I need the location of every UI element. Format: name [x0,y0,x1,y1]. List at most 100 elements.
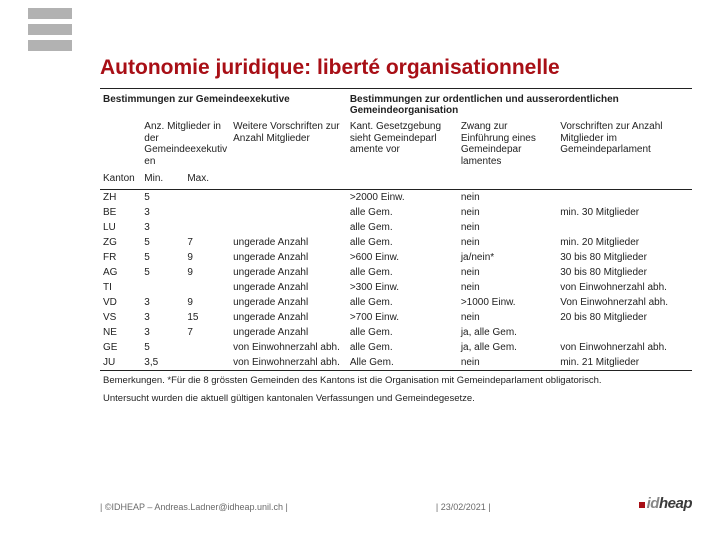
group-header-left: Bestimmungen zur Gemeindeexekutive [100,89,347,120]
cell-g: alle Gem. [347,325,458,340]
cell-w: ungerade Anzahl [230,280,347,295]
cell-z: nein [458,205,557,220]
cell-g: >2000 Einw. [347,189,458,205]
cell-max: 9 [184,295,230,310]
cell-max: 9 [184,250,230,265]
cell-max [184,189,230,205]
cell-g: >600 Einw. [347,250,458,265]
cell-z: nein [458,235,557,250]
cell-k: BE [100,205,141,220]
cell-max: 7 [184,325,230,340]
table-row: FR59ungerade Anzahl>600 Einw.ja/nein*30 … [100,250,692,265]
cell-z: nein [458,310,557,325]
cell-v: 30 bis 80 Mitglieder [557,265,692,280]
cell-max: 15 [184,310,230,325]
table-row: GE5von Einwohnerzahl abh.alle Gem.ja, al… [100,340,692,355]
cell-k: NE [100,325,141,340]
table-row: NE37ungerade Anzahlalle Gem.ja, alle Gem… [100,325,692,340]
cell-k: ZG [100,235,141,250]
cell-w: ungerade Anzahl [230,235,347,250]
cell-v: 20 bis 80 Mitglieder [557,310,692,325]
logo-id: id [647,495,659,512]
cell-w: ungerade Anzahl [230,325,347,340]
cell-z: ja/nein* [458,250,557,265]
cell-min: 3 [141,310,184,325]
cell-min: 3 [141,220,184,235]
cell-z: nein [458,189,557,205]
cell-max [184,340,230,355]
cell-max [184,220,230,235]
cell-g: Alle Gem. [347,355,458,371]
idheap-logo: idheap [639,495,692,512]
table-row: ZH5>2000 Einw.nein [100,189,692,205]
cell-w [230,220,347,235]
cell-v: min. 21 Mitglieder [557,355,692,371]
cell-k: VD [100,295,141,310]
cell-g: alle Gem. [347,220,458,235]
cell-v: 30 bis 80 Mitglieder [557,250,692,265]
canton-table: Bestimmungen zur Gemeindeexekutive Besti… [100,88,692,407]
table-row: BE3 alle Gem.neinmin. 30 Mitglieder [100,205,692,220]
cell-z: nein [458,220,557,235]
cell-w [230,189,347,205]
cell-g: >300 Einw. [347,280,458,295]
cell-k: ZH [100,189,141,205]
cell-g: alle Gem. [347,340,458,355]
col-weitere: Weitere Vorschriften zur Anzahl Mitglied… [230,119,347,189]
cell-min: 5 [141,235,184,250]
cell-min: 5 [141,250,184,265]
cell-max [184,205,230,220]
table-row: JU3,5von Einwohnerzahl abh.Alle Gem.nein… [100,355,692,371]
cell-g: alle Gem. [347,265,458,280]
cell-z: ja, alle Gem. [458,325,557,340]
cell-min: 3 [141,325,184,340]
table-row: VS315ungerade Anzahl>700 Einw.nein20 bis… [100,310,692,325]
col-members: Anz. Mitglieder in der Gemeindeexekutiv … [141,119,230,171]
cell-w: von Einwohnerzahl abh. [230,340,347,355]
col-zwang: Zwang zur Einführung eines Gemeindepar l… [458,119,557,189]
cell-w: von Einwohnerzahl abh. [230,355,347,371]
cell-k: AG [100,265,141,280]
footer: | ©IDHEAP – Andreas.Ladner@idheap.unil.c… [100,495,692,512]
cell-g: >700 Einw. [347,310,458,325]
col-min: Min. [141,171,184,189]
cell-v: min. 20 Mitglieder [557,235,692,250]
note-2: Untersucht wurden die aktuell gültigen k… [100,389,692,407]
col-max: Max. [184,171,230,189]
cell-k: JU [100,355,141,371]
table-row: ZG57ungerade Anzahlalle Gem.neinmin. 20 … [100,235,692,250]
cell-max: 9 [184,265,230,280]
footer-credit: | ©IDHEAP – Andreas.Ladner@idheap.unil.c… [100,502,288,512]
cell-max: 7 [184,235,230,250]
cell-z: nein [458,265,557,280]
table-row: LU3 alle Gem.nein [100,220,692,235]
cell-k: TI [100,280,141,295]
table-container: Bestimmungen zur Gemeindeexekutive Besti… [100,88,692,407]
cell-g: alle Gem. [347,205,458,220]
cell-min: 5 [141,340,184,355]
col-kanton: Kanton [100,119,141,189]
cell-w: ungerade Anzahl [230,310,347,325]
note-1: Bemerkungen. *Für die 8 grössten Gemeind… [100,370,692,389]
decorative-bars-logo [28,8,72,56]
cell-k: FR [100,250,141,265]
cell-v: min. 30 Mitglieder [557,205,692,220]
cell-min [141,280,184,295]
cell-v: von Einwohnerzahl abh. [557,280,692,295]
table-row: AG59ungerade Anzahlalle Gem.nein30 bis 8… [100,265,692,280]
cell-k: LU [100,220,141,235]
cell-min: 3 [141,205,184,220]
cell-v [557,189,692,205]
col-vorschr: Vorschriften zur Anzahl Mitglieder im Ge… [557,119,692,189]
cell-min: 5 [141,265,184,280]
footer-date: | 23/02/2021 | [436,502,491,512]
table-row: VD39ungerade Anzahlalle Gem.>1000 Einw.V… [100,295,692,310]
cell-w: ungerade Anzahl [230,250,347,265]
cell-v [557,220,692,235]
cell-z: >1000 Einw. [458,295,557,310]
cell-k: VS [100,310,141,325]
cell-g: alle Gem. [347,295,458,310]
cell-z: nein [458,280,557,295]
cell-max [184,280,230,295]
cell-v [557,325,692,340]
